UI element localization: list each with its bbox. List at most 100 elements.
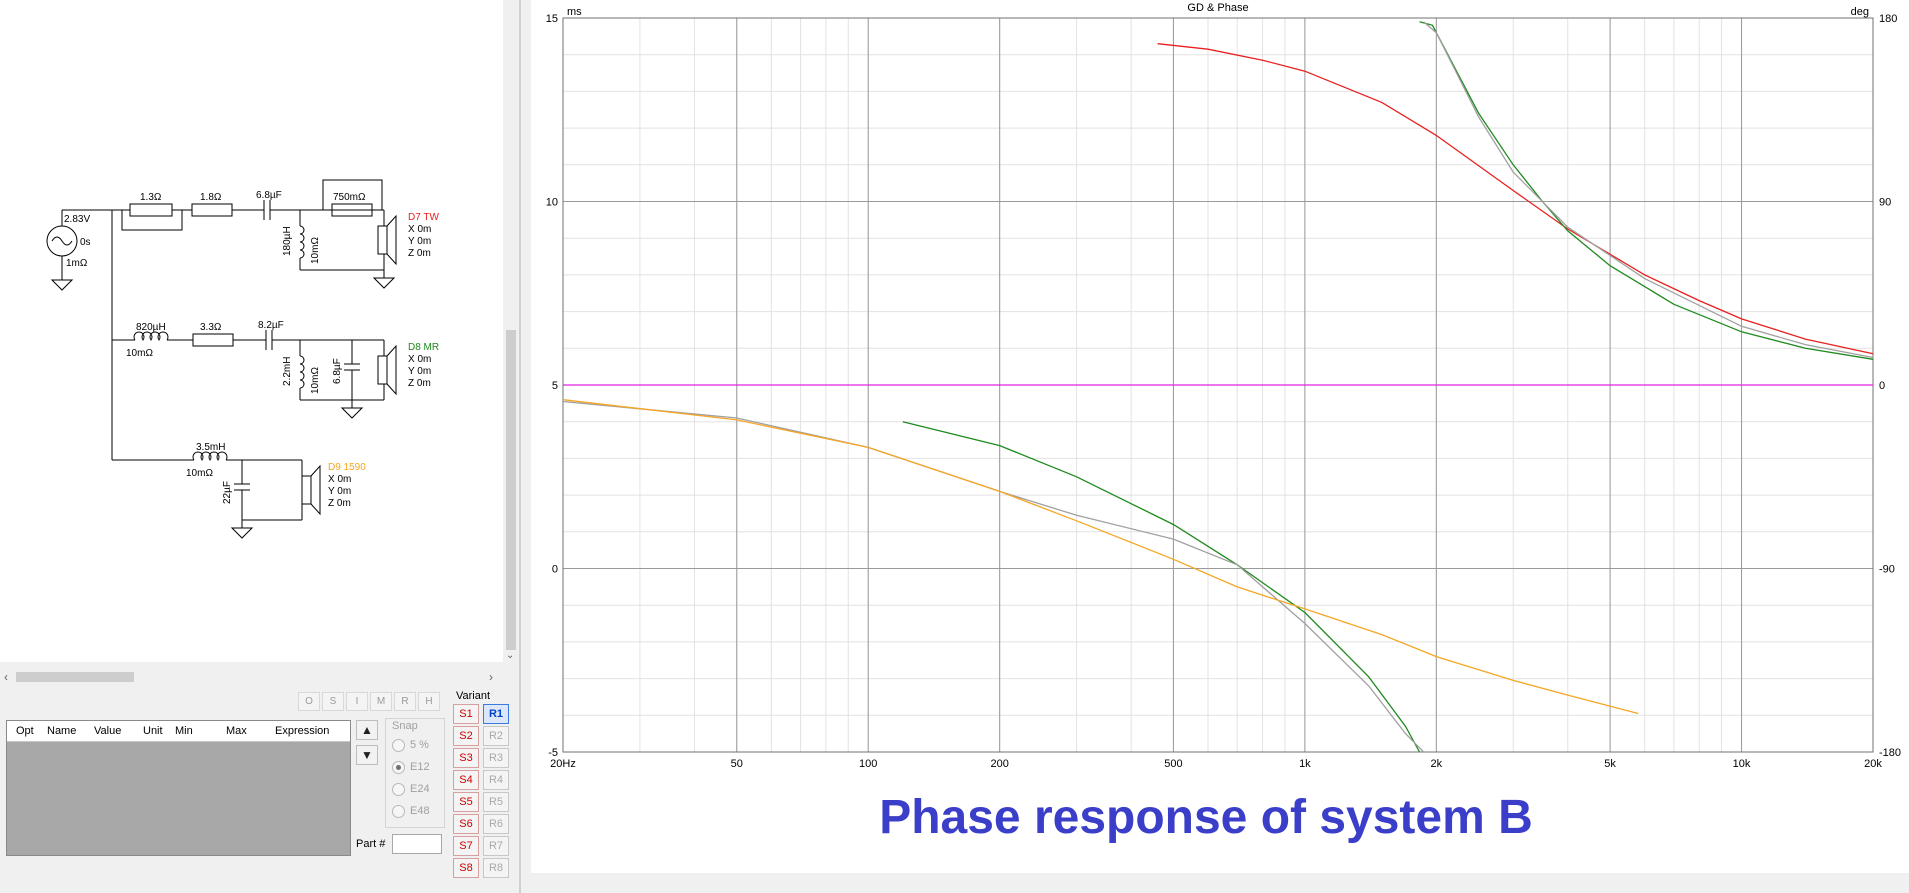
tool-button-r[interactable]: R — [394, 692, 416, 711]
x-tick-label: 500 — [1164, 758, 1182, 770]
move-down-button[interactable]: ▼ — [356, 745, 378, 765]
variant-s-button-7[interactable]: S7 — [453, 836, 479, 856]
column-unit[interactable]: Unit — [143, 725, 163, 737]
variant-s-button-5[interactable]: S5 — [453, 792, 479, 812]
bass-cap-label: 22µF — [222, 481, 233, 504]
y-left-tick-label: 15 — [546, 13, 558, 25]
variant-r-button-3[interactable]: R3 — [483, 748, 509, 768]
tool-button-h[interactable]: H — [418, 692, 440, 711]
column-opt[interactable]: Opt — [16, 725, 34, 737]
variant-s-button-8[interactable]: S8 — [453, 858, 479, 878]
tool-button-m[interactable]: M — [370, 692, 392, 711]
y-axis-left-unit: ms — [567, 6, 582, 18]
variant-s-button-6[interactable]: S6 — [453, 814, 479, 834]
snap-option-e24: E24 — [410, 783, 430, 795]
mr-ind2-label: 2.2mH — [282, 357, 293, 386]
mr-driver-name: D8 MR — [408, 342, 439, 353]
x-tick-label: 20Hz — [550, 758, 576, 770]
snap-label: Snap — [392, 720, 418, 732]
snap-radio-5pct[interactable] — [392, 739, 405, 752]
panel-splitter[interactable] — [519, 0, 521, 893]
y-left-tick-label: 5 — [552, 380, 558, 392]
variant-r-button-6[interactable]: R6 — [483, 814, 509, 834]
part-number-input[interactable] — [392, 834, 442, 854]
parameter-table[interactable]: Opt Name Value Unit Min Max Expression — [6, 720, 351, 856]
bass-driver-y: Y 0m — [328, 486, 351, 497]
tw-r2-label: 1.8Ω — [200, 192, 222, 203]
column-name[interactable]: Name — [47, 725, 77, 737]
schematic-vertical-scrollbar[interactable]: ⌄ — [503, 0, 519, 662]
source-delay-label: 0s — [80, 237, 91, 248]
variant-r-button-2[interactable]: R2 — [483, 726, 509, 746]
tw-ind-label: 180µH — [282, 226, 293, 256]
scroll-right-arrow-icon[interactable]: › — [489, 670, 493, 684]
variant-s-button-3[interactable]: S3 — [453, 748, 479, 768]
move-up-button[interactable]: ▲ — [356, 720, 378, 740]
column-min[interactable]: Min — [175, 725, 193, 737]
chart-caption: Phase response of system B — [879, 791, 1533, 844]
x-tick-label: 2k — [1431, 758, 1443, 770]
variant-r-button-5[interactable]: R5 — [483, 792, 509, 812]
y-right-tick-label: -180 — [1879, 747, 1901, 759]
series-line-tw — [1157, 43, 1874, 355]
schematic-diagram: 2.83V 0s 1mΩ 1.3Ω 1.8Ω 6.8µF 750mΩ 180µH… — [46, 179, 439, 539]
ground-symbol — [50, 279, 74, 291]
snap-radio-e48[interactable] — [392, 805, 405, 818]
schematic-horizontal-scrollbar[interactable]: ‹ › — [0, 670, 503, 686]
part-number-label: Part # — [356, 838, 386, 850]
schematic-canvas[interactable]: 2.83V 0s 1mΩ 1.3Ω 1.8Ω 6.8µF 750mΩ 180µH… — [0, 0, 503, 662]
x-tick-label: 100 — [859, 758, 877, 770]
y-right-tick-label: 180 — [1879, 13, 1897, 25]
horizontal-scroll-thumb[interactable] — [16, 672, 134, 682]
tool-button-i[interactable]: I — [346, 692, 368, 711]
scroll-down-arrow-icon[interactable]: ⌄ — [506, 650, 515, 661]
variant-s-button-2[interactable]: S2 — [453, 726, 479, 746]
graph-panel[interactable]: GD & Phase ms deg 20Hz 50 100 200 500 1k 2k 5k 10k 2… — [531, 0, 1909, 873]
snap-option-5pct: 5 % — [410, 739, 429, 751]
tool-button-s[interactable]: S — [322, 692, 344, 711]
tw-r1-label: 1.3Ω — [140, 192, 162, 203]
bass-ind-label: 3.5mH — [196, 442, 225, 453]
snap-radio-e12[interactable] — [392, 761, 405, 774]
variant-s-button-1[interactable]: S1 — [453, 704, 479, 724]
variant-s-button-4[interactable]: S4 — [453, 770, 479, 790]
series-line-bass — [562, 399, 1639, 715]
y-left-tick-label: 0 — [552, 564, 558, 576]
variant-r-button-1[interactable]: R1 — [483, 704, 509, 724]
scroll-left-arrow-icon[interactable]: ‹ — [4, 670, 8, 684]
variant-r-button-4[interactable]: R4 — [483, 770, 509, 790]
y-left-tick-label: 10 — [546, 197, 558, 209]
column-value[interactable]: Value — [94, 725, 122, 737]
mr-driver-z: Z 0m — [408, 378, 431, 389]
tw-driver-z: Z 0m — [408, 248, 431, 259]
series-line-sum — [1423, 21, 1874, 359]
mr-r1-label: 3.3Ω — [200, 322, 222, 333]
mr-ind2-r-label: 10mΩ — [310, 367, 321, 394]
vertical-scroll-thumb[interactable] — [506, 330, 516, 650]
y-right-tick-label: 0 — [1879, 380, 1885, 392]
y-axis-right-unit: deg — [1851, 6, 1869, 18]
tool-button-o[interactable]: O — [298, 692, 320, 711]
tw-cap-label: 6.8µF — [256, 190, 282, 201]
y-right-tick-label: -90 — [1879, 564, 1895, 576]
source-resistance-label: 1mΩ — [66, 258, 88, 269]
variant-r-button-8[interactable]: R8 — [483, 858, 509, 878]
variant-r-button-7[interactable]: R7 — [483, 836, 509, 856]
mr-cap2-label: 6.8µF — [332, 358, 343, 384]
tw-driver-name: D7 TW — [408, 212, 439, 223]
mr-ind-label: 820µH — [136, 322, 166, 333]
snap-option-e12: E12 — [410, 761, 430, 773]
column-expression[interactable]: Expression — [275, 725, 330, 737]
source-voltage-label: 2.83V — [64, 214, 90, 225]
parameter-table-header: Opt Name Value Unit Min Max Expression — [7, 721, 350, 742]
snap-option-e48: E48 — [410, 805, 430, 817]
x-tick-label: 1k — [1299, 758, 1311, 770]
bass-driver-name: D9 1590 — [328, 462, 366, 473]
column-max[interactable]: Max — [226, 725, 247, 737]
chart-title: GD & Phase — [1187, 2, 1248, 14]
y-right-tick-label: 90 — [1879, 197, 1891, 209]
snap-radio-e24[interactable] — [392, 783, 405, 796]
x-tick-label: 50 — [731, 758, 743, 770]
x-tick-label: 10k — [1733, 758, 1751, 770]
